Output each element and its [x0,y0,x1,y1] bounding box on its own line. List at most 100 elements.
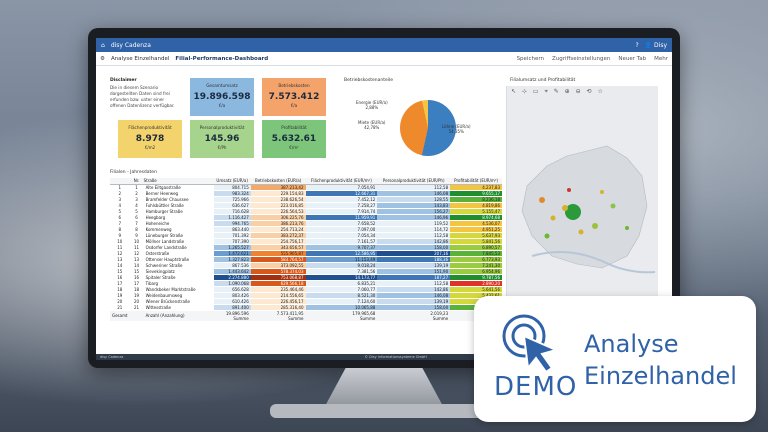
row-area-productivity: 7.161,57 [305,238,378,245]
row-profitability: 4.536,07 [450,220,502,227]
col-header-nr[interactable]: Nr. [129,178,144,185]
access-settings-button[interactable]: Zugriffseinstellungen [552,55,611,62]
row-index: 11 [110,244,130,251]
help-icon[interactable]: ? [635,41,639,49]
row-costs: 753.068,87 [250,274,306,281]
col-header-costs[interactable]: Betriebskosten (EUR/a) [250,178,306,185]
row-nr: 21 [129,304,144,311]
col-header-profitability[interactable]: Profitabilität (EUR/m²) [450,178,502,185]
col-header-revenue[interactable]: Umsatz (EUR/a) [213,178,251,185]
col-header-area-productivity[interactable]: Flächenproduktivität (EUR/m²) [305,178,378,185]
row-staff-productivity: 112,58 [377,280,451,287]
row-profitability: 8.974,68 [450,214,502,221]
table-row[interactable]: 8 8 Kommenweg 863.440 254.713,24 7.097,00 114,… [110,226,502,233]
row-revenue: 1.116.427 [213,214,251,221]
row-nr: 18 [129,286,144,293]
kpi-label: Profitabilität [281,125,307,130]
map-shapes [521,145,656,274]
table-row[interactable]: 17 17 Tibarg 1.090.068 629.566,18 6.835,21 112… [110,280,502,287]
row-revenue: 803.426 [213,292,251,299]
breadcrumb[interactable]: Analyse Einzelhandel [110,55,170,62]
row-costs: 583.764,57 [250,256,306,263]
more-button[interactable]: Mehr [654,55,668,62]
table-row[interactable]: 2 2 Berner Heerweg 983.324 229.154,83 12.667,… [110,190,502,197]
row-revenue: 867.536 [213,262,251,269]
row-staff-productivity: 114,72 [377,226,451,233]
kpi-revenue[interactable]: Gesamtumsatz 19.896.598 €/a [190,78,254,116]
row-street: Sievekingplatz [143,268,214,275]
table-row[interactable]: 13 13 Ottenser Hauptstraße 1.327.823 583.764… [110,256,502,263]
row-staff-productivity: 139,19 [377,262,451,269]
table-row[interactable]: 10 10 Möllner Landstraße 707.390 254.756,17 7… [110,238,502,245]
settings-icon[interactable]: ⚙ [100,55,105,62]
demo-label: DEMO [494,372,578,402]
row-profitability: 4.237,83 [450,184,502,191]
home-icon[interactable]: ⌂ [101,41,105,49]
row-revenue: 656.628 [213,286,251,293]
city-map[interactable]: ↖ ⊹ ▭ ⌖ ✎ ⊕ ⊖ ⟲ ☆ [506,86,658,336]
row-index: 10 [110,238,130,245]
row-index: 5 [110,208,130,215]
cost-share-pie[interactable] [400,100,456,156]
row-staff-productivity: 187,27 [377,274,451,281]
row-index: 16 [110,274,130,281]
col-header-index[interactable] [110,178,130,185]
table-row[interactable]: 16 16 Spitaler Straße 2.274.880 753.068,87 14… [110,274,502,281]
row-costs: 306.225,76 [250,214,306,221]
row-staff-productivity: 139,19 [377,298,451,305]
kpi-value: 8.978 [135,134,165,144]
row-area-productivity: 11.153,49 [305,256,378,263]
kpi-staff-productivity[interactable]: Personalproduktivität 145.96 €/Ph [190,120,254,158]
table-row[interactable]: 9 9 Lüneburger Straße 701.392 383.272,37 7.05… [110,232,502,239]
col-header-street[interactable]: Straße [143,178,214,185]
row-index: 17 [110,280,130,287]
table-row[interactable]: 20 20 Wiener Brückenstraße 610.426 226.456,1… [110,298,502,305]
row-profitability: 6.773,93 [450,256,502,263]
table-row[interactable]: 5 5 Hamburger Straße 716.628 226.564,53 7.914… [110,208,502,215]
row-street: Bramfelder Chaussee [143,196,214,203]
kpi-unit: €/a [218,103,226,108]
kpi-unit: €/Ph [217,145,227,150]
table-row[interactable]: 3 3 Bramfelder Chaussee 725.966 238.626,54 7.… [110,196,502,203]
save-button[interactable]: Speichern [516,55,545,62]
row-nr: 1 [129,184,144,191]
dashboard-title[interactable]: Filial-Performance-Dashboard [175,55,269,62]
kpi-profitability[interactable]: Profitabilität 5.632.61 €/m² [262,120,326,158]
row-staff-productivity: 158,00 [377,244,451,251]
row-costs: 254.713,24 [250,226,306,233]
table-row[interactable]: 14 14 Schweriner Straße 867.536 373.092,55 9.… [110,262,502,269]
table-row[interactable]: 11 11 Osdorfer Landstraße 1.265.527 343.656,… [110,244,502,251]
table-row[interactable]: 6 6 Heegbarg 1.116.427 306.225,76 11.959,91 14… [110,214,502,221]
user-menu[interactable]: 👤 Disy [644,41,667,49]
row-profitability: 5.637,93 [450,232,502,239]
table-row[interactable]: 19 19 Weidenbaumsweg 803.426 214.556,65 8.521… [110,292,502,299]
table-row[interactable]: 12 12 Osterstraße 1.472.621 555.905,87 12.586… [110,250,502,257]
row-revenue: 863.440 [213,226,251,233]
footer-copyright: © Disy Informationssysteme GmbH [364,355,427,359]
table-row[interactable]: 4 4 Fuhlsbüttler Straße 636.627 223.016,85 7.… [110,202,502,209]
table-row[interactable]: 18 18 Wandsbeker Marktstraße 656.628 235.464… [110,286,502,293]
map-toolbar[interactable]: ↖ ⊹ ▭ ⌖ ✎ ⊕ ⊖ ⟲ ☆ [511,88,605,95]
map-title: Filialumsatz und Profitabilität [510,78,576,83]
table-body: 1 1 Alte Eiltgasstraße 804.715 387.213,42 7.0… [110,184,502,311]
row-staff-productivity: 143,83 [377,202,451,209]
row-costs: 226.456,17 [250,298,306,305]
row-street: Alte Eiltgasstraße [143,184,214,191]
table-row[interactable]: 1 1 Alte Eiltgasstraße 804.715 387.213,42 7.0… [110,184,502,191]
row-street: Hamburger Straße [143,208,214,215]
dashboard-toolbar: ⚙ Analyse Einzelhandel Filial-Performanc… [96,52,672,66]
col-header-staff-productivity[interactable]: Personalproduktivität (EUR/Ph) [377,178,451,185]
kpi-operating-costs[interactable]: Betriebskosten 7.573.412 €/a [262,78,326,116]
kpi-area-productivity[interactable]: Flächenproduktivität 8.978 €/m2 [118,120,182,158]
table-total-row: Gesamt Anzahl (Anzahlung) 19.896.596 Summ… [110,310,502,322]
monitor-base [270,404,498,418]
status-bar: disy Cadenza © Disy Informationssysteme … [96,354,672,360]
row-street: Berner Heerweg [143,190,214,197]
new-tab-button[interactable]: Neuer Tab [618,55,647,62]
row-index: 2 [110,190,130,197]
table-row[interactable]: 7 7 Hoheneiche 994.765 386.213,76 7.658,52 119… [110,220,502,227]
row-staff-productivity: 207,16 [377,250,451,257]
row-nr: 7 [129,220,144,227]
table-row[interactable]: 15 15 Sievekingplatz 1.443.642 578.374,03 7.3… [110,268,502,275]
row-staff-productivity: 112,58 [377,184,451,191]
